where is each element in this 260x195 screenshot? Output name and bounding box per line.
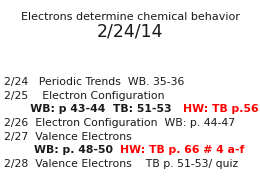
Text: 2/24/14: 2/24/14 — [97, 23, 163, 41]
Text: 2/24   Periodic Trends  WB. 35-36: 2/24 Periodic Trends WB. 35-36 — [4, 77, 184, 87]
Text: 2/25    Electron Configuration: 2/25 Electron Configuration — [4, 91, 165, 101]
Text: WB: p. 48-50: WB: p. 48-50 — [4, 145, 120, 155]
Text: 2/26  Electron Configuration  WB: p. 44-47: 2/26 Electron Configuration WB: p. 44-47 — [4, 118, 235, 128]
Text: WB: p 43-44  TB: 51-53: WB: p 43-44 TB: 51-53 — [4, 104, 183, 114]
Text: HW: TB p. 66 # 4 a-f: HW: TB p. 66 # 4 a-f — [120, 145, 245, 155]
Text: 2/27  Valence Electrons: 2/27 Valence Electrons — [4, 132, 132, 142]
Text: 2/28  Valence Electrons    TB p. 51-53/ quiz: 2/28 Valence Electrons TB p. 51-53/ quiz — [4, 159, 238, 169]
Text: Electrons determine chemical behavior: Electrons determine chemical behavior — [21, 12, 239, 22]
Text: HW: TB p.56 #4 a-f: HW: TB p.56 #4 a-f — [183, 104, 260, 114]
